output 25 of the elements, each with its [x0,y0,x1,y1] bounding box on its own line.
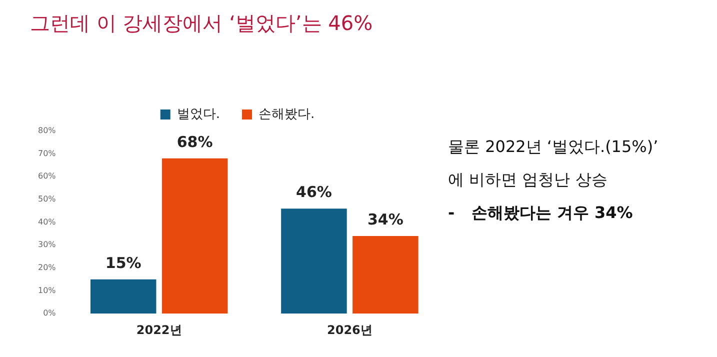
bar [90,279,156,314]
y-tick-label: 50% [38,194,56,204]
y-tick-label: 70% [38,148,56,158]
text: 68% [176,132,213,151]
x-tick-label: 2026년 [326,322,372,337]
y-tick-label: 80% [38,126,56,136]
y-tick-label: 60% [38,172,56,181]
y-tick-label: 30% [38,240,56,250]
text: 에 비하면 엄청난 상승 [448,169,608,191]
y-tick-label: 0% [43,308,56,318]
y-tick-label: 20% [38,263,56,272]
chart-title: 그런데 이 강세장에서 ‘벌었다’는 46% [30,10,373,37]
x-tick-label: 2022년 [136,322,182,337]
bar [352,236,418,314]
text: 34% [367,210,404,228]
legend-label: 벌었다. [176,106,220,122]
legend-label: 손해봤다. [258,106,315,122]
text: 46% [296,182,332,201]
bar [281,208,347,314]
y-tick-label: 40% [38,217,56,226]
text: 물론 2022년 ‘벌었다.(15%)’ [448,136,658,158]
y-tick-label: 10% [38,286,56,295]
bar [162,158,228,314]
text: 15% [105,254,142,272]
text: - 손해봤다는 겨우 34% [448,202,634,224]
